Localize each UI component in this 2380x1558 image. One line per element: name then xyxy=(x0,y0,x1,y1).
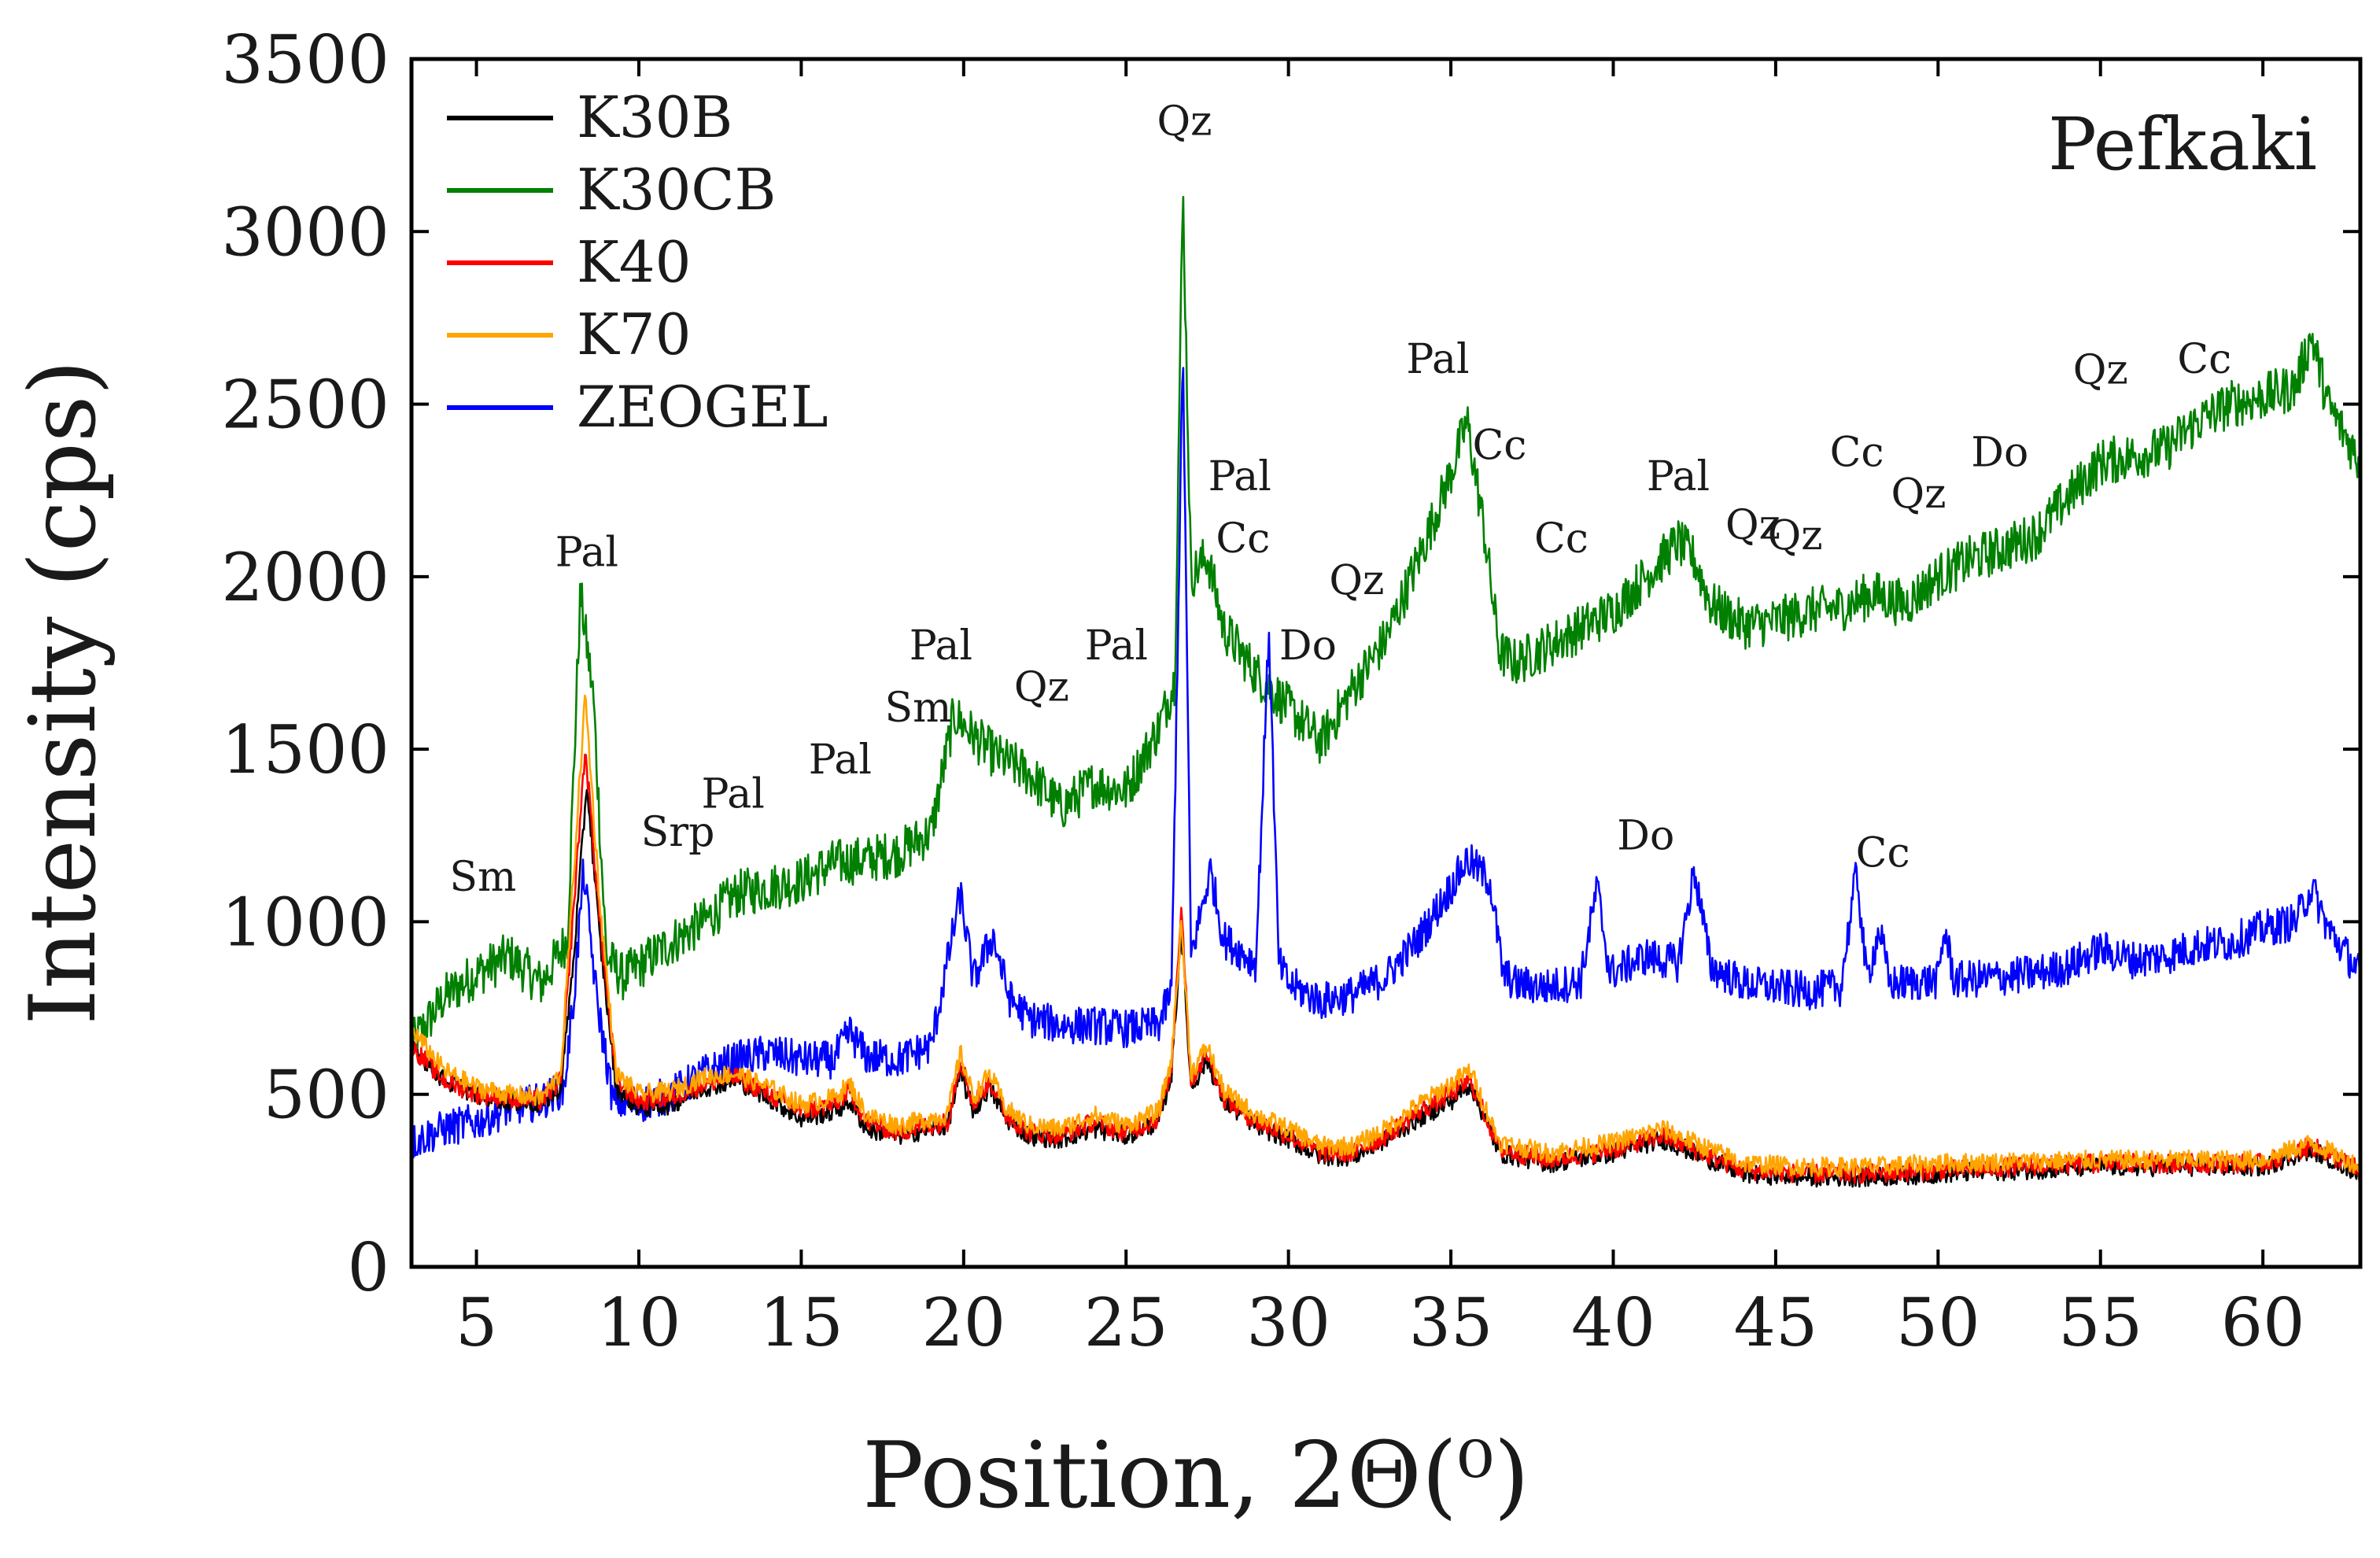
x-tick-label: 45 xyxy=(1733,1284,1817,1361)
peak-label: Pal xyxy=(555,530,618,577)
peak-label: Pal xyxy=(702,771,765,818)
y-tick-label: 500 xyxy=(264,1057,389,1134)
series-layer xyxy=(410,195,2362,1188)
peak-label: Qz xyxy=(1768,512,1823,559)
x-tick-label: 50 xyxy=(1896,1284,1980,1361)
x-tick-label: 40 xyxy=(1571,1284,1655,1361)
peak-label: Qz xyxy=(1725,502,1780,549)
peak-label: Sm xyxy=(449,854,516,901)
y-tick-label: 3500 xyxy=(221,21,389,98)
series-line-k30cb xyxy=(410,195,2362,1055)
legend-label-k30b: K30B xyxy=(577,84,732,150)
peak-label: Pal xyxy=(1406,336,1469,383)
legend-label-k70: K70 xyxy=(577,301,691,367)
x-tick-label: 25 xyxy=(1084,1284,1168,1361)
peak-label: Do xyxy=(1971,430,2028,477)
peak-label: Do xyxy=(1617,812,1674,859)
peak-label: Pal xyxy=(1208,453,1271,500)
y-tick-label: 3000 xyxy=(221,194,389,271)
peak-label: Pal xyxy=(910,622,972,670)
peak-label: Pal xyxy=(1647,453,1710,500)
peak-label: Sm xyxy=(885,685,952,732)
y-tick-label: 1500 xyxy=(221,711,389,788)
axis-ticks: 5 10 15 20 25 30 35 40 45 50 55 60 0 500 1000 1500 2000 2… xyxy=(221,21,2360,1361)
peak-label: Qz xyxy=(1157,98,1212,145)
legend-label-zeogel: ZEOGEL xyxy=(577,374,828,440)
peak-label: Do xyxy=(1279,622,1337,670)
peak-label: Qz xyxy=(1891,471,1946,518)
x-tick-label: 5 xyxy=(456,1284,497,1361)
x-tick-label: 20 xyxy=(921,1284,1006,1361)
peak-label: Qz xyxy=(1329,557,1384,604)
y-tick-label: 2000 xyxy=(221,539,389,616)
peak-label: Cc xyxy=(1473,423,1527,470)
peak-label: Qz xyxy=(2073,346,2128,393)
legend-label-k30cb: K30CB xyxy=(577,157,776,223)
y-axis-title: Intensity (cps) xyxy=(10,360,116,1025)
chart-title: Pefkaki xyxy=(2048,102,2317,186)
peak-label: Pal xyxy=(809,737,872,784)
x-axis-title: Position, 2Θ(⁰) xyxy=(862,1423,1529,1529)
y-tick-label: 1000 xyxy=(221,884,389,961)
peak-annotations: PalSmSrpPalPalSmPalQzPalQzPalCcQzDoPalCc… xyxy=(449,98,2231,900)
peak-label: Cc xyxy=(1534,515,1589,563)
peak-label: Cc xyxy=(1856,829,1910,877)
x-tick-label: 10 xyxy=(597,1284,681,1361)
peak-label: Cc xyxy=(1830,430,1884,477)
peak-label: Cc xyxy=(1216,515,1270,563)
plot-frame xyxy=(409,57,2363,1269)
legend-label-k40: K40 xyxy=(577,229,691,295)
peak-label: Pal xyxy=(1085,622,1148,670)
series-line-k70 xyxy=(411,694,2362,1178)
x-tick-label: 15 xyxy=(759,1284,843,1361)
x-tick-label: 60 xyxy=(2221,1284,2305,1361)
y-tick-label: 0 xyxy=(348,1229,389,1306)
x-tick-label: 30 xyxy=(1246,1284,1330,1361)
peak-label: Srp xyxy=(641,809,715,856)
x-tick-label: 35 xyxy=(1409,1284,1493,1361)
x-tick-label: 55 xyxy=(2058,1284,2142,1361)
series-line-zeogel xyxy=(410,367,2362,1159)
y-tick-label: 2500 xyxy=(221,367,389,444)
peak-label: Qz xyxy=(1014,664,1069,711)
peak-label: Cc xyxy=(2177,336,2231,383)
